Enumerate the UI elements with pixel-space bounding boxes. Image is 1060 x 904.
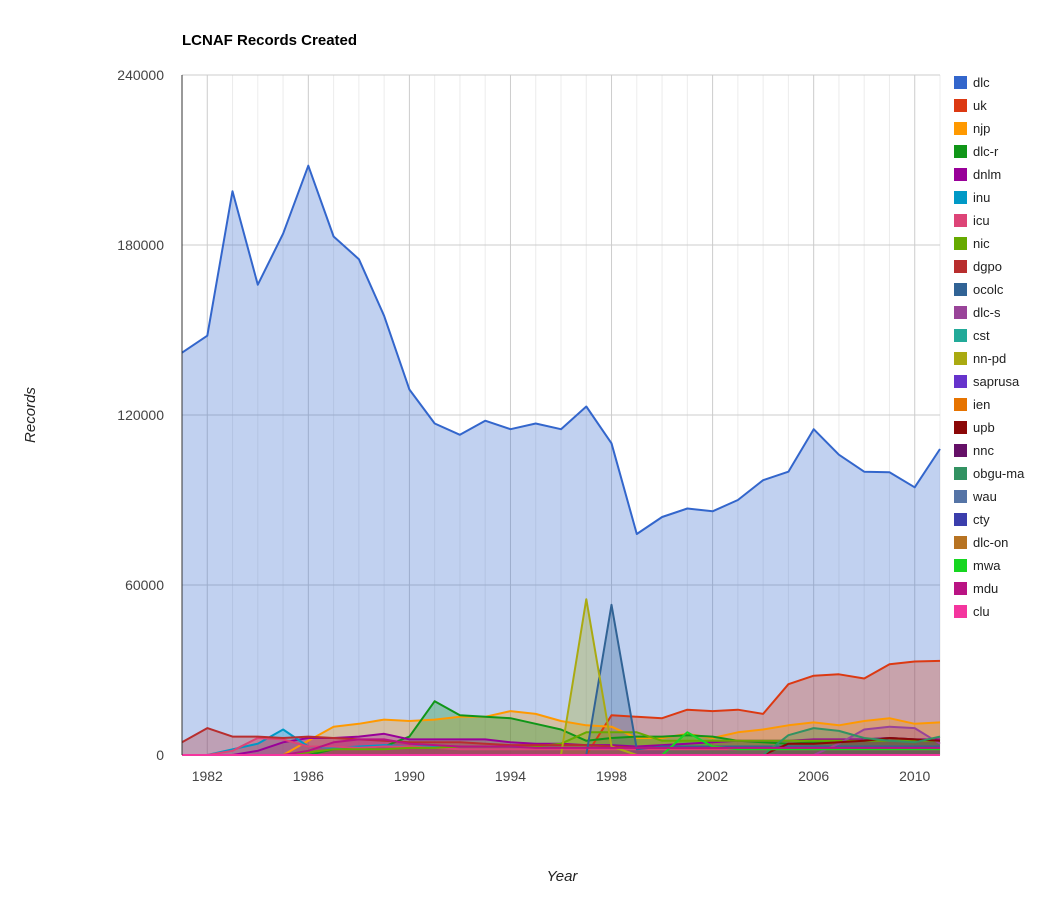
legend-swatch-dnlm <box>954 168 967 181</box>
legend-label-dlc-on: dlc-on <box>973 535 1008 550</box>
series-area-mdu <box>182 739 940 755</box>
y-tick-label: 60000 <box>125 577 164 593</box>
x-tick-label: 2006 <box>798 768 829 784</box>
legend-label-wau: wau <box>972 489 997 504</box>
legend-label-nn-pd: nn-pd <box>973 351 1006 366</box>
x-tick-label: 1990 <box>394 768 425 784</box>
legend-swatch-wau <box>954 490 967 503</box>
y-tick-label: 240000 <box>117 67 164 83</box>
legend-label-mwa: mwa <box>973 558 1001 573</box>
legend-label-ocolc: ocolc <box>973 282 1004 297</box>
x-tick-label: 2010 <box>899 768 930 784</box>
y-axis-ticks: 0 60000 120000 180000 240000 <box>117 67 164 763</box>
y-axis-title: Records <box>22 387 39 443</box>
y-tick-label: 120000 <box>117 407 164 423</box>
legend-swatch-dgpo <box>954 260 967 273</box>
x-tick-label: 1982 <box>192 768 223 784</box>
legend-swatch-dlc-r <box>954 145 967 158</box>
x-tick-label: 2002 <box>697 768 728 784</box>
legend-swatch-cty <box>954 513 967 526</box>
legend-label-clu: clu <box>973 604 990 619</box>
series-lines <box>181 164 941 756</box>
legend-label-cty: cty <box>973 512 990 527</box>
legend-label-dlc: dlc <box>973 75 990 90</box>
legend-label-nnc: nnc <box>973 443 994 458</box>
legend-swatch-uk <box>954 99 967 112</box>
x-tick-label: 1986 <box>293 768 324 784</box>
legend-swatch-upb <box>954 421 967 434</box>
legend-swatch-saprusa <box>954 375 967 388</box>
legend-label-uk: uk <box>973 98 987 113</box>
series-area-icu <box>182 738 940 755</box>
legend-swatch-clu <box>954 605 967 618</box>
series-line-nic <box>182 731 940 756</box>
legend-label-dgpo: dgpo <box>973 259 1002 274</box>
legend-swatch-dlc <box>954 76 967 89</box>
legend-label-nic: nic <box>973 236 990 251</box>
legend-swatch-dlc-on <box>954 536 967 549</box>
legend-swatch-nnc <box>954 444 967 457</box>
legend-label-dlc-r: dlc-r <box>973 144 999 159</box>
legend-swatch-njp <box>954 122 967 135</box>
legend-label-icu: icu <box>973 213 990 228</box>
x-axis-ticks: 1982 1986 1990 1994 1998 2002 2006 2010 <box>192 768 931 784</box>
legend-swatch-obgu-ma <box>954 467 967 480</box>
legend-label-ien: ien <box>973 397 990 412</box>
y-tick-label: 0 <box>156 747 164 763</box>
legend-swatch-ocolc <box>954 283 967 296</box>
y-tick-label: 180000 <box>117 237 164 253</box>
series-line-dlc <box>181 164 941 535</box>
legend-swatch-nic <box>954 237 967 250</box>
series-line-mdu <box>182 738 940 756</box>
legend-label-inu: inu <box>973 190 990 205</box>
legend-label-mdu: mdu <box>973 581 998 596</box>
legend-swatch-nn-pd <box>954 352 967 365</box>
legend-label-dnlm: dnlm <box>973 167 1001 182</box>
legend-swatch-dlc-s <box>954 306 967 319</box>
legend-swatch-icu <box>954 214 967 227</box>
x-tick-label: 1998 <box>596 768 627 784</box>
legend-label-cst: cst <box>973 328 990 343</box>
legend-swatch-cst <box>954 329 967 342</box>
legend-label-saprusa: saprusa <box>973 374 1020 389</box>
legend-swatch-inu <box>954 191 967 204</box>
legend: dlc uk njp dlc-r dnlm inu icu nic dgpo ocolc dlc-s… <box>954 75 1025 619</box>
series-area-dlc <box>182 165 940 755</box>
series-line-njp <box>182 710 941 756</box>
legend-label-njp: njp <box>973 121 990 136</box>
x-axis-title: Year <box>547 868 579 885</box>
legend-swatch-ien <box>954 398 967 411</box>
legend-label-dlc-s: dlc-s <box>973 305 1001 320</box>
legend-swatch-mdu <box>954 582 967 595</box>
legend-label-upb: upb <box>973 420 995 435</box>
x-tick-label: 1994 <box>495 768 526 784</box>
legend-label-obgu-ma: obgu-ma <box>973 466 1025 481</box>
chart-title: LCNAF Records Created <box>182 32 357 49</box>
legend-swatch-mwa <box>954 559 967 572</box>
